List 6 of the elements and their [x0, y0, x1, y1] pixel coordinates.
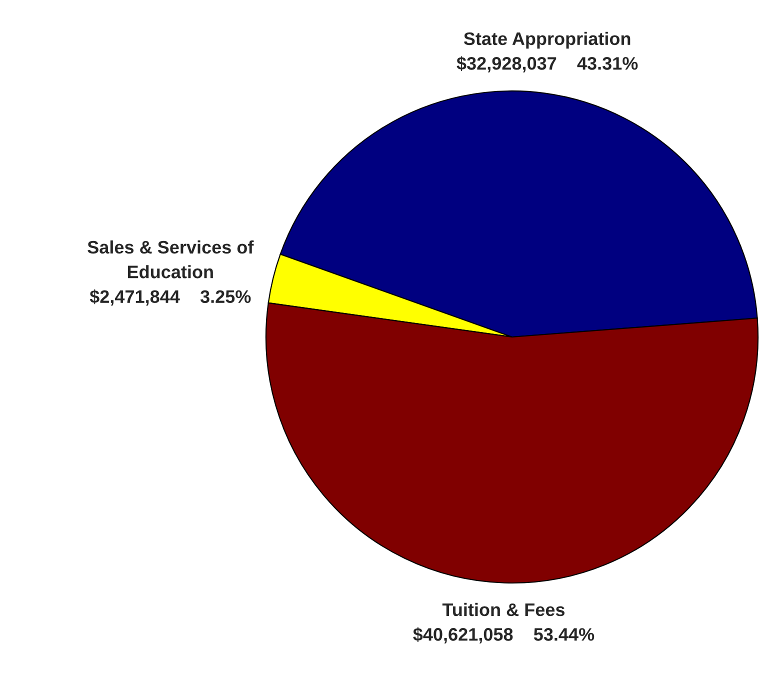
slice-label: State Appropriation [464, 32, 630, 49]
data-label: $32,928,037 43.31% [456, 56, 638, 72]
slice-label: Tuition & Fees [442, 602, 565, 616]
data-label: $40,621,058 53.44% [413, 627, 594, 644]
data-label: $2,471,844 3.25% [90, 289, 251, 306]
slice-label: Sales & Services of Education [88, 240, 254, 278]
